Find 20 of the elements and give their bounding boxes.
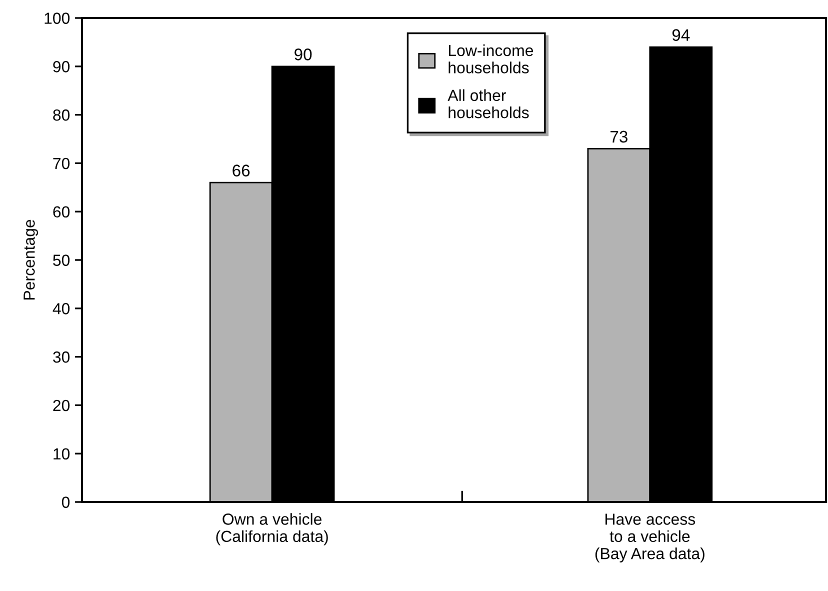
data-label: 94 bbox=[672, 29, 690, 41]
y-tick-label: 50 bbox=[53, 254, 70, 266]
x-tick-label: Have access to a vehicle (Bay Area data) bbox=[595, 514, 704, 562]
y-tick-label: 90 bbox=[53, 61, 70, 72]
data-label: 90 bbox=[294, 48, 312, 60]
x-tick-label: Own a vehicle (California data) bbox=[216, 513, 328, 546]
y-axis-title: Percentage bbox=[24, 220, 38, 300]
y-tick-label: 80 bbox=[53, 109, 70, 121]
data-label: 66 bbox=[232, 164, 250, 176]
y-tick-label: 30 bbox=[53, 351, 70, 363]
y-tick-label: 60 bbox=[53, 206, 70, 218]
y-tick-label: 20 bbox=[53, 400, 70, 412]
y-tick-label: 10 bbox=[54, 448, 70, 460]
legend-label: Low-income households bbox=[448, 44, 534, 74]
y-tick-label: 70 bbox=[53, 158, 70, 170]
y-tick-label: 40 bbox=[52, 303, 70, 314]
legend-label: All other households bbox=[448, 89, 529, 118]
data-label: 73 bbox=[610, 130, 628, 143]
y-tick-label: 0 bbox=[62, 496, 70, 508]
y-tick-label: 100 bbox=[44, 12, 70, 24]
